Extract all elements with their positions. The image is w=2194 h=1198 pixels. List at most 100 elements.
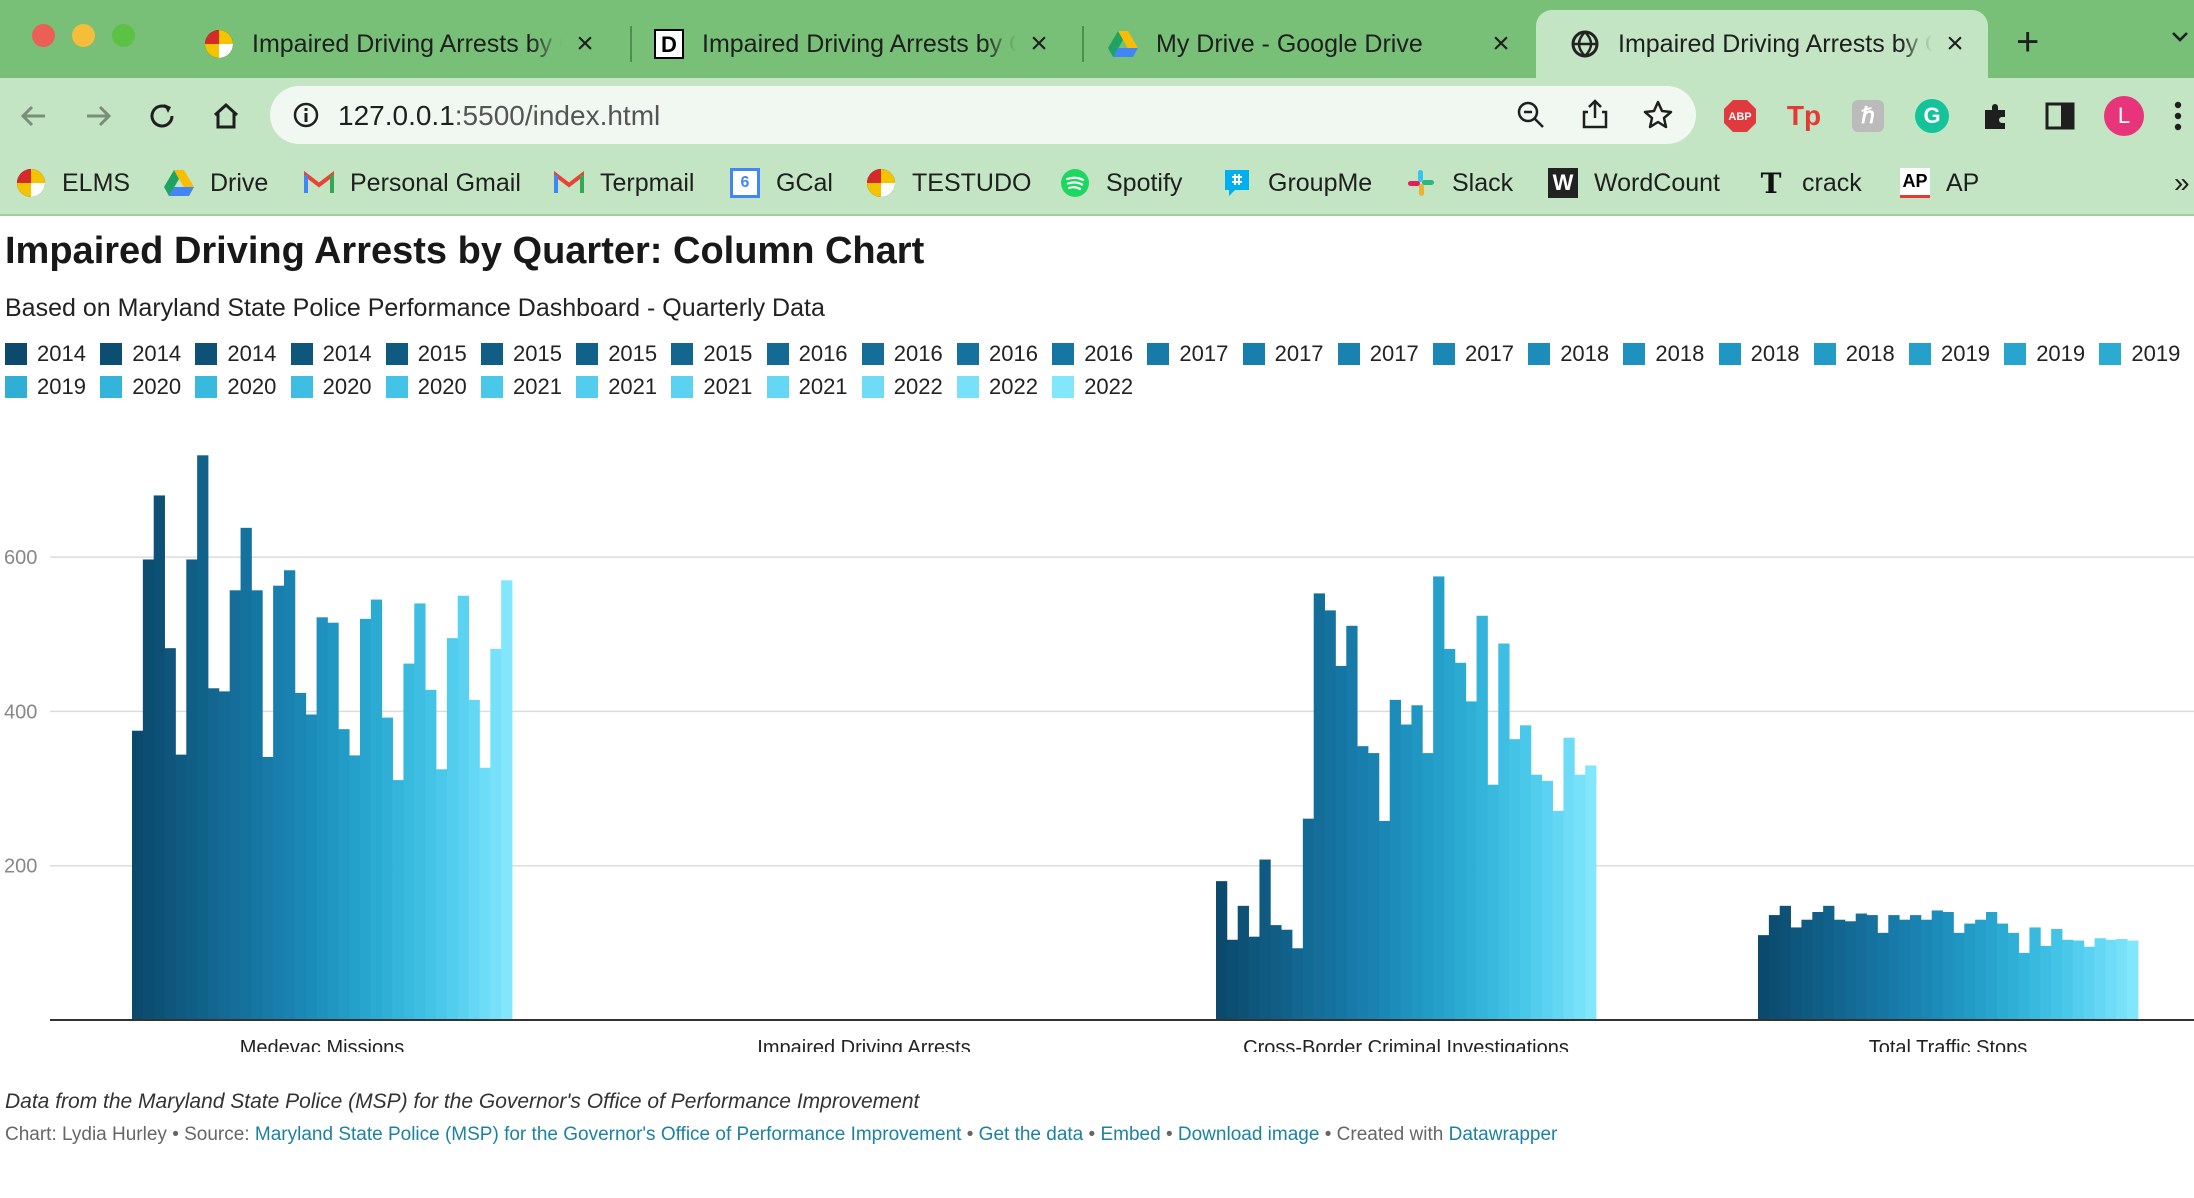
bookmark-terpmail[interactable]: Terpmail [554, 166, 694, 200]
bar [262, 756, 274, 1020]
embed-link[interactable]: Embed [1100, 1124, 1161, 1145]
column-chart: 200 400 600 Medevac Missions Impaired Drivin… [4, 455, 2194, 1052]
back-button[interactable] [14, 96, 54, 136]
bookmark-elms[interactable]: ELMS [16, 166, 130, 200]
bar [1454, 662, 1467, 1020]
legend-label: 2015 [417, 341, 467, 366]
download-image-link[interactable]: Download image [1177, 1124, 1320, 1145]
home-button[interactable] [206, 96, 246, 136]
zoom-icon[interactable] [1516, 100, 1546, 135]
bookmark-label: TESTUDO [912, 168, 1032, 197]
bar [1368, 753, 1380, 1020]
bar [175, 754, 187, 1020]
gmail-icon [304, 168, 334, 198]
legend-item: 2021 [671, 374, 752, 400]
tab-2[interactable]: D Impaired Driving Arrests by Quarter × [620, 10, 1072, 78]
profile-avatar[interactable]: L [2104, 96, 2144, 136]
bookmark-gcal[interactable]: 6 GCal [730, 166, 833, 200]
bookmark-drive[interactable]: Drive [164, 166, 268, 200]
bookmark-crack[interactable]: T crack [1756, 166, 1862, 200]
close-tab-icon[interactable]: × [1492, 27, 1510, 60]
bar [1996, 923, 2009, 1020]
bar [370, 599, 383, 1020]
tab-1[interactable]: Impaired Driving Arrests by Quarter × [170, 10, 618, 78]
bar [1877, 932, 1889, 1020]
bookmark-label: GCal [776, 168, 833, 197]
bar [446, 638, 459, 1020]
bar [1302, 818, 1315, 1020]
legend-item: 2020 [195, 374, 276, 400]
address-bar[interactable]: 127.0.0.1:5500/index.html [270, 86, 1696, 144]
tp-extension-icon[interactable]: Tp [1786, 100, 1822, 131]
get-the-data-link[interactable]: Get the data [978, 1124, 1084, 1145]
bar [1487, 784, 1499, 1020]
grammarly-icon[interactable]: G [1912, 96, 1952, 136]
close-window-button[interactable] [32, 24, 55, 47]
tab-title: Impaired Driving Arrests by Quarter [252, 29, 562, 58]
bar [251, 590, 263, 1020]
bar [1888, 915, 1900, 1020]
bookmark-star-icon[interactable] [1642, 99, 1674, 136]
legend-label: 2019 [2131, 341, 2181, 366]
adblock-plus-icon[interactable]: ABP [1720, 96, 1760, 136]
maryland-flag-icon [866, 168, 896, 198]
bookmark-wordcount[interactable]: W WordCount [1548, 166, 1720, 200]
bookmark-slack[interactable]: Slack [1406, 166, 1513, 200]
bar [2007, 932, 2019, 1020]
share-icon[interactable] [1580, 98, 1610, 135]
extensions-puzzle-icon[interactable] [1976, 96, 2016, 136]
tab-3[interactable]: My Drive - Google Drive × [1074, 10, 1534, 78]
site-info-icon[interactable] [292, 101, 320, 134]
maximize-window-button[interactable] [112, 24, 135, 47]
bookmark-groupme[interactable]: GroupMe [1222, 166, 1372, 200]
datawrapper-link[interactable]: Datawrapper [1448, 1124, 1558, 1145]
bar [501, 580, 513, 1020]
bookmark-spotify[interactable]: Spotify [1060, 166, 1182, 200]
legend-item: 2014 [100, 341, 181, 367]
legend-label: 2020 [417, 374, 467, 399]
new-tab-button[interactable]: + [2016, 20, 2040, 64]
bar [1378, 820, 1391, 1020]
chart-subtitle: Based on Maryland State Police Performan… [5, 294, 825, 322]
close-tab-icon[interactable]: × [1030, 27, 1048, 60]
legend-item: 2021 [766, 374, 848, 400]
minimize-window-button[interactable] [72, 24, 95, 47]
bar [1422, 753, 1434, 1020]
side-panel-icon[interactable] [2040, 96, 2080, 136]
bookmark-personal-gmail[interactable]: Personal Gmail [304, 166, 521, 200]
bar [1292, 948, 1304, 1020]
h-extension-icon[interactable]: ℏ [1848, 96, 1888, 136]
tab-4-active[interactable]: Impaired Driving Arrests by Quarter × [1536, 10, 1988, 78]
tab-search-chevron-icon[interactable] [2170, 26, 2190, 51]
bookmark-testudo[interactable]: TESTUDO [866, 166, 1031, 200]
bookmarks-overflow-button[interactable]: » [2174, 167, 2190, 198]
source-link[interactable]: Maryland State Police (MSP) for the Gove… [254, 1124, 962, 1145]
legend-item: 2021 [576, 374, 657, 400]
tab-separator [1082, 26, 1084, 62]
bar [229, 590, 241, 1020]
bar [1942, 912, 1954, 1020]
chart-byline: Chart: Lydia Hurley • Source: Maryland S… [5, 1124, 1558, 1145]
bar [2094, 938, 2106, 1020]
reload-button[interactable] [142, 96, 182, 136]
bookmark-ap[interactable]: AP AP [1900, 166, 1979, 200]
google-drive-icon [1108, 29, 1138, 59]
legend-swatch [957, 343, 979, 365]
legend-label: 2016 [989, 341, 1038, 366]
bar [1552, 810, 1564, 1020]
menu-kebab-icon[interactable] [2168, 96, 2188, 136]
bar [1953, 932, 1965, 1020]
legend-label: 2018 [1655, 341, 1705, 366]
bar [197, 455, 209, 1020]
bar [2127, 940, 2139, 1020]
forward-button[interactable] [78, 96, 118, 136]
legend-swatch [195, 376, 218, 398]
legend-item: 2021 [481, 374, 562, 400]
bar [2072, 940, 2085, 1020]
bookmark-label: crack [1802, 168, 1862, 197]
tab-separator [630, 26, 632, 62]
legend-item: 2017 [1242, 341, 1324, 367]
close-tab-icon[interactable]: × [1946, 27, 1964, 60]
close-tab-icon[interactable]: × [576, 27, 594, 60]
tab-title: My Drive - Google Drive [1156, 29, 1423, 58]
